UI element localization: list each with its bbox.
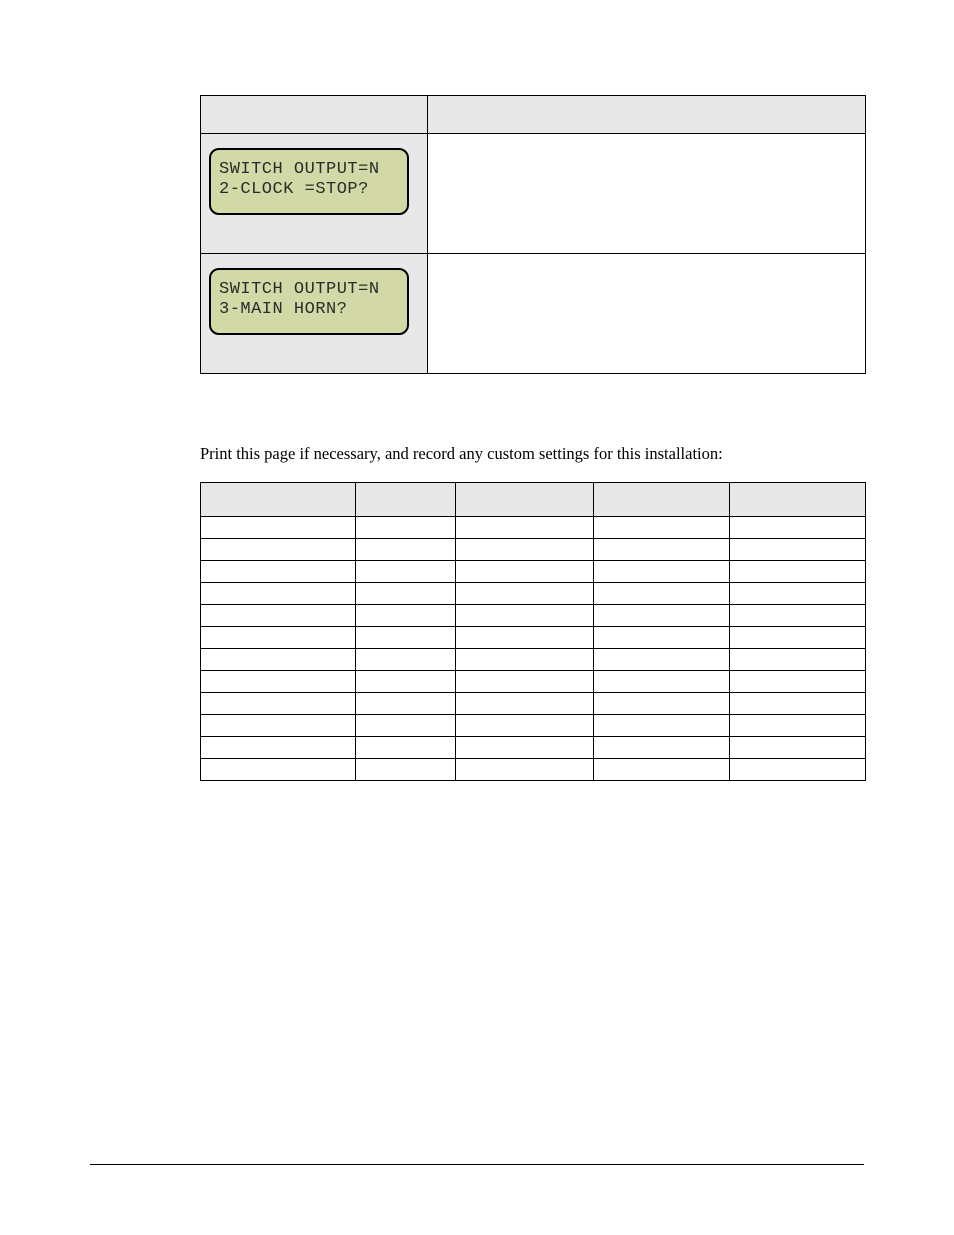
settings-table — [200, 482, 866, 781]
settings-cell — [730, 759, 866, 781]
settings-cell — [201, 649, 356, 671]
settings-cell — [456, 561, 594, 583]
settings-cell — [356, 649, 456, 671]
settings-cell — [594, 737, 730, 759]
description-cell — [428, 134, 866, 254]
settings-row — [201, 583, 866, 605]
settings-row — [201, 715, 866, 737]
settings-cell — [456, 759, 594, 781]
settings-cell — [201, 759, 356, 781]
settings-header-cell — [356, 483, 456, 517]
settings-cell — [730, 539, 866, 561]
settings-cell — [730, 737, 866, 759]
settings-cell — [594, 715, 730, 737]
display-table-header-1 — [428, 96, 866, 134]
settings-cell — [456, 715, 594, 737]
settings-cell — [201, 583, 356, 605]
lcd-display: SWITCH OUTPUT=N 2-CLOCK =STOP? — [209, 148, 409, 215]
settings-row — [201, 671, 866, 693]
settings-cell — [456, 605, 594, 627]
display-table-header-row — [201, 96, 866, 134]
settings-row — [201, 561, 866, 583]
settings-cell — [594, 561, 730, 583]
settings-cell — [201, 627, 356, 649]
settings-cell — [356, 693, 456, 715]
settings-cell — [356, 759, 456, 781]
lcd-cell: SWITCH OUTPUT=N 3-MAIN HORN? — [201, 254, 428, 374]
settings-row — [201, 517, 866, 539]
settings-cell — [356, 627, 456, 649]
settings-cell — [201, 605, 356, 627]
settings-cell — [201, 715, 356, 737]
settings-cell — [201, 561, 356, 583]
settings-cell — [594, 693, 730, 715]
settings-cell — [594, 759, 730, 781]
settings-cell — [594, 627, 730, 649]
settings-cell — [730, 671, 866, 693]
display-row: SWITCH OUTPUT=N 2-CLOCK =STOP? — [201, 134, 866, 254]
settings-cell — [201, 539, 356, 561]
footer-rule — [90, 1164, 864, 1165]
settings-cell — [730, 627, 866, 649]
settings-cell — [594, 671, 730, 693]
settings-cell — [730, 517, 866, 539]
settings-header-row — [201, 483, 866, 517]
settings-cell — [730, 649, 866, 671]
settings-cell — [356, 583, 456, 605]
settings-cell — [356, 539, 456, 561]
settings-cell — [456, 583, 594, 605]
settings-cell — [356, 605, 456, 627]
settings-header-cell — [201, 483, 356, 517]
settings-cell — [594, 517, 730, 539]
settings-row — [201, 605, 866, 627]
settings-cell — [456, 737, 594, 759]
display-table-header-0 — [201, 96, 428, 134]
settings-header-cell — [456, 483, 594, 517]
settings-cell — [730, 561, 866, 583]
description-cell — [428, 254, 866, 374]
settings-cell — [456, 517, 594, 539]
settings-row — [201, 737, 866, 759]
display-table: SWITCH OUTPUT=N 2-CLOCK =STOP? SWITCH OUT… — [200, 95, 866, 374]
settings-row — [201, 649, 866, 671]
settings-cell — [356, 715, 456, 737]
settings-cell — [201, 517, 356, 539]
settings-cell — [201, 693, 356, 715]
settings-row — [201, 759, 866, 781]
settings-cell — [730, 583, 866, 605]
settings-cell — [456, 693, 594, 715]
settings-cell — [456, 539, 594, 561]
settings-cell — [201, 671, 356, 693]
settings-cell — [594, 649, 730, 671]
settings-cell — [456, 671, 594, 693]
settings-row — [201, 693, 866, 715]
settings-cell — [201, 737, 356, 759]
settings-row — [201, 539, 866, 561]
lcd-display: SWITCH OUTPUT=N 3-MAIN HORN? — [209, 268, 409, 335]
settings-cell — [594, 539, 730, 561]
settings-cell — [356, 671, 456, 693]
settings-cell — [730, 605, 866, 627]
settings-cell — [356, 561, 456, 583]
display-row: SWITCH OUTPUT=N 3-MAIN HORN? — [201, 254, 866, 374]
settings-cell — [456, 649, 594, 671]
settings-cell — [356, 737, 456, 759]
settings-cell — [594, 605, 730, 627]
settings-row — [201, 627, 866, 649]
settings-cell — [356, 517, 456, 539]
instruction-paragraph: Print this page if necessary, and record… — [200, 444, 864, 464]
settings-cell — [456, 627, 594, 649]
page: SWITCH OUTPUT=N 2-CLOCK =STOP? SWITCH OUT… — [0, 0, 954, 1235]
settings-cell — [730, 715, 866, 737]
settings-cell — [730, 693, 866, 715]
settings-cell — [594, 583, 730, 605]
settings-header-cell — [730, 483, 866, 517]
lcd-cell: SWITCH OUTPUT=N 2-CLOCK =STOP? — [201, 134, 428, 254]
settings-header-cell — [594, 483, 730, 517]
